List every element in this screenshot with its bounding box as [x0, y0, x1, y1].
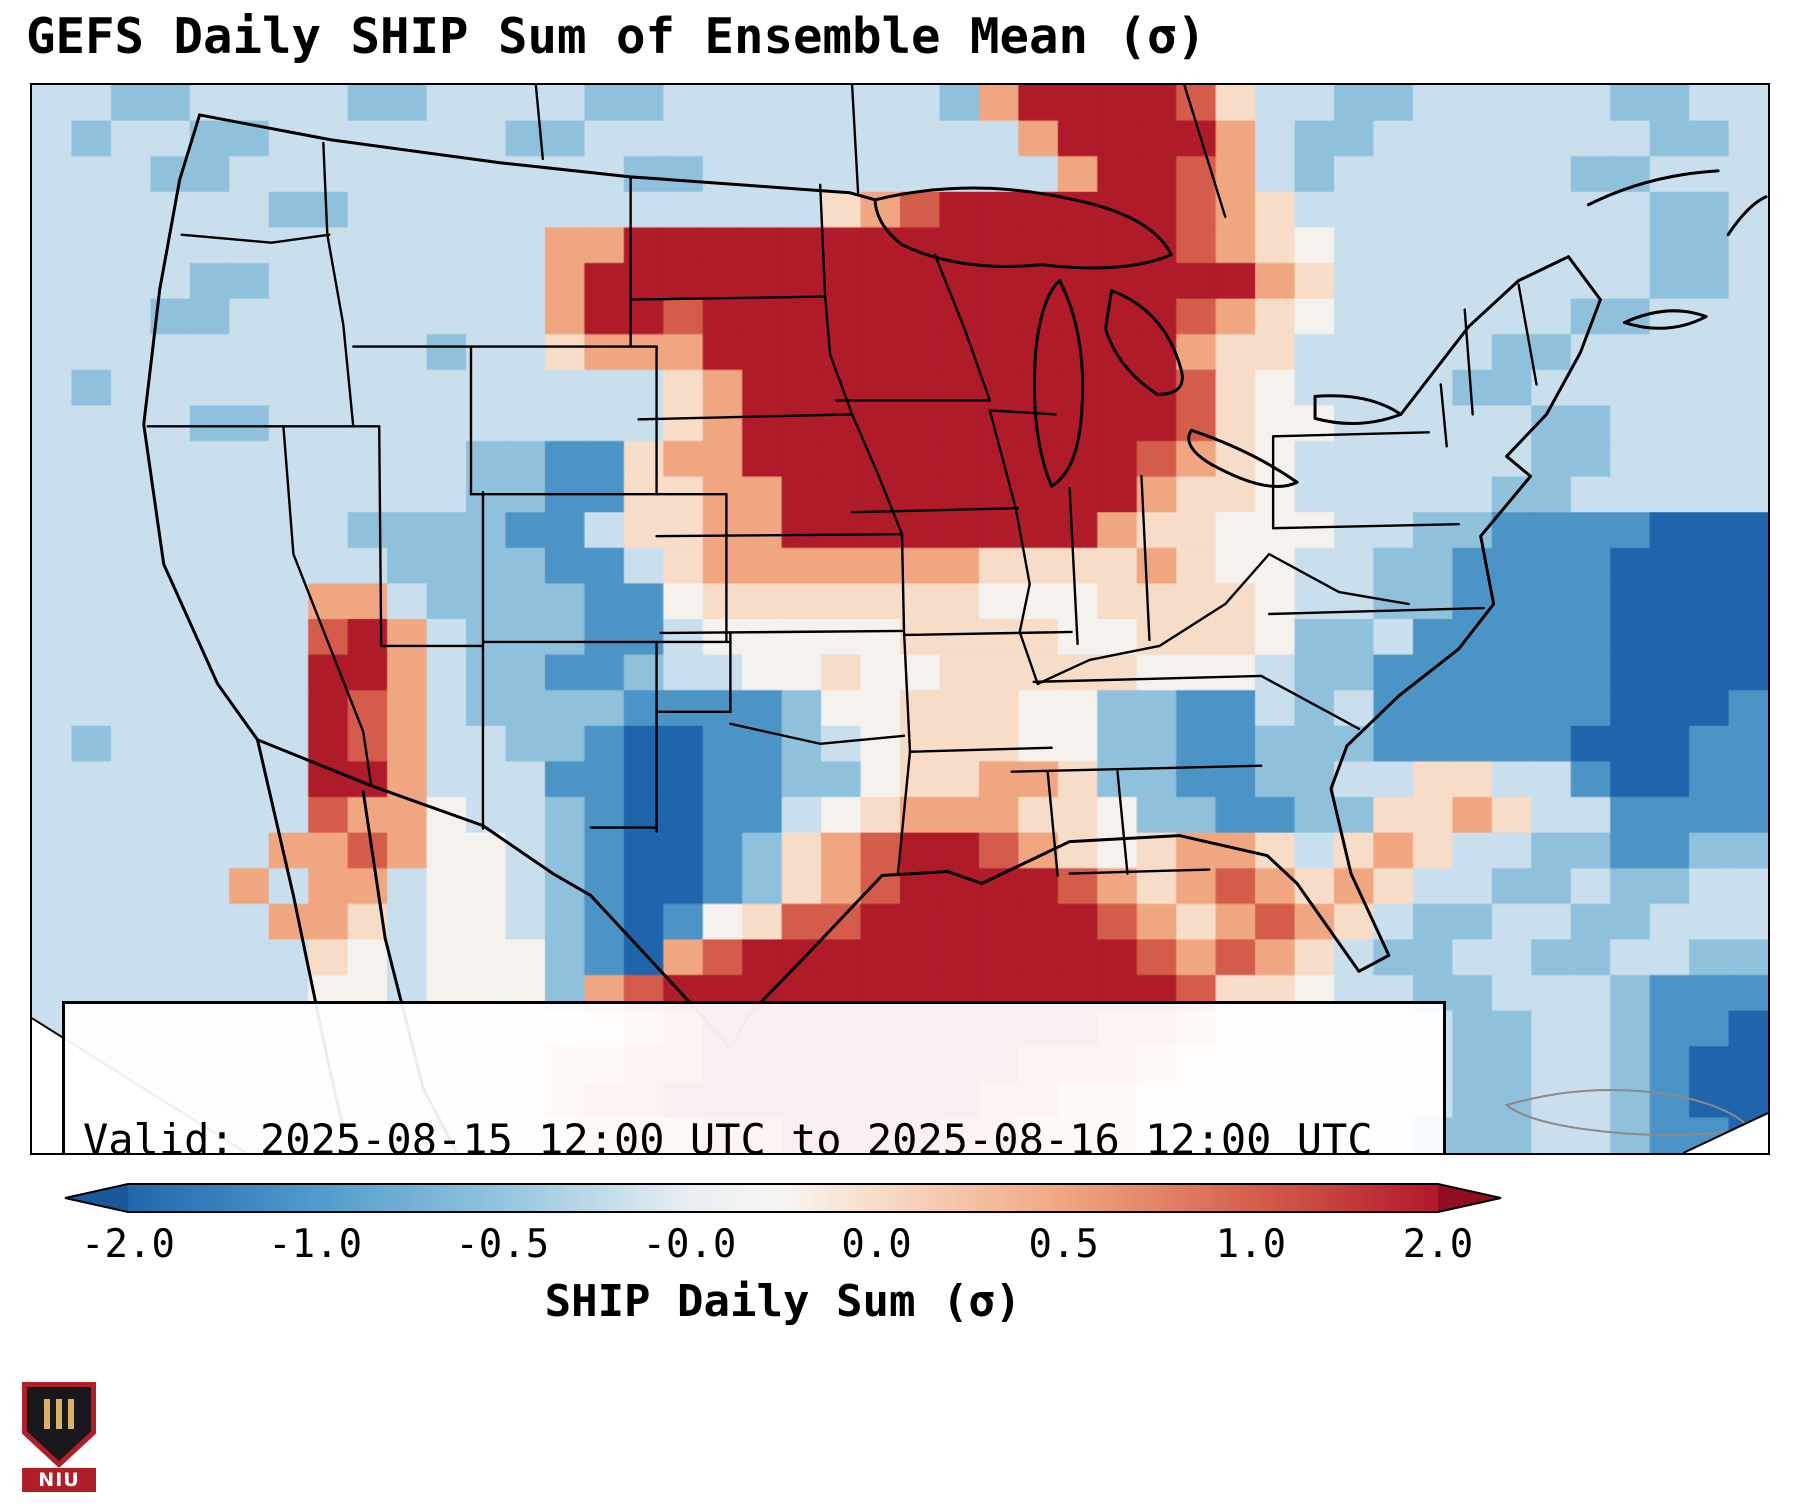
mexico-border	[255, 738, 732, 1050]
logo-pillars-icon	[44, 1399, 74, 1429]
map-panel: Valid: 2025-08-15 12:00 UTC to 2025-08-1…	[30, 83, 1770, 1155]
st-lawrence-coast	[1586, 169, 1720, 207]
canada-border	[198, 113, 877, 202]
colorbar-tick-label: -0.5	[455, 1222, 550, 1267]
lake-superior	[873, 186, 1173, 270]
colorbar-label: SHIP Daily Sum (σ)	[544, 1276, 1022, 1327]
state-borders	[146, 85, 1538, 877]
newfoundland-coast	[1726, 195, 1768, 237]
heatmap-canvas	[32, 85, 1768, 1153]
logo-text: NIU	[22, 1468, 96, 1492]
logo-shield-icon	[22, 1382, 96, 1468]
pacific-coast	[142, 113, 345, 1130]
east-gulf-coast	[728, 255, 1602, 1050]
niu-logo: NIU	[22, 1382, 96, 1494]
colorbar-ticks: -2.0 -1.0 -0.5 -0.0 0.0 0.5 1.0 2.0	[81, 1222, 1473, 1274]
logo-shield-field	[27, 1387, 91, 1461]
valid-time-text: Valid: 2025-08-15 12:00 UTC to 2025-08-1…	[83, 1115, 1373, 1155]
colorbar-tick-label: 0.5	[1028, 1222, 1099, 1267]
colorbar-outline	[64, 1183, 1502, 1213]
colorbar	[64, 1183, 1502, 1213]
lake-huron	[1104, 289, 1184, 396]
colorbar-tick-label: 2.0	[1402, 1222, 1474, 1267]
colorbar-tick-label: -1.0	[268, 1222, 363, 1267]
colorbar-tick-label: -0.0	[642, 1222, 737, 1267]
lake-ontario	[1313, 394, 1403, 425]
nova-scotia-coast	[1622, 309, 1708, 330]
cuba-coast	[1504, 1088, 1752, 1136]
colorbar-tick-label: 1.0	[1215, 1222, 1287, 1267]
colorbar-tick-label: -2.0	[81, 1222, 175, 1267]
colorbar-over-arrow	[1438, 1184, 1501, 1212]
lake-erie	[1187, 428, 1299, 489]
colorbar-gradient-bar	[128, 1184, 1438, 1212]
colorbar-under-arrow	[65, 1184, 128, 1212]
colorbar-tick-label: 0.0	[841, 1222, 912, 1267]
figure-title: GEFS Daily SHIP Sum of Ensemble Mean (σ)	[26, 8, 1207, 65]
map-borders-overlay	[32, 85, 1768, 1153]
info-box: Valid: 2025-08-15 12:00 UTC to 2025-08-1…	[62, 1001, 1446, 1155]
lake-michigan	[1032, 279, 1085, 488]
